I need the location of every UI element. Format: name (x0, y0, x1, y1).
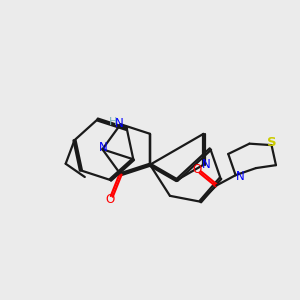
Text: S: S (267, 136, 277, 149)
Text: O: O (106, 194, 115, 206)
Text: O: O (192, 164, 201, 176)
Text: N: N (99, 141, 107, 154)
Text: N: N (115, 117, 124, 130)
Text: N: N (202, 158, 211, 171)
Text: H: H (109, 117, 117, 127)
Text: N: N (236, 170, 244, 183)
